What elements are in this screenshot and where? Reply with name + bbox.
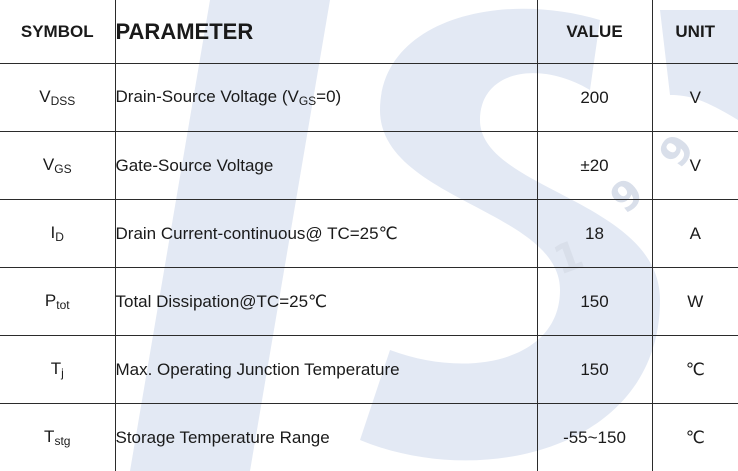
header-unit: UNIT <box>651 0 738 64</box>
symbol-cell: VGS <box>0 131 116 200</box>
symbol-base: V <box>39 87 51 106</box>
header-value: VALUE <box>536 0 653 64</box>
table-row: VDSS Drain-Source Voltage (VGS=0) 200 V <box>0 63 738 132</box>
symbol-base: V <box>42 155 55 174</box>
parameter-cell: Storage Temperature Range <box>114 403 538 471</box>
symbol-cell: ID <box>0 199 116 268</box>
value-cell: 150 <box>536 267 653 336</box>
parameter-cell: Drain Current-continuous@ TC=25℃ <box>114 199 538 268</box>
value-cell: 200 <box>536 63 653 132</box>
symbol-subscript: tot <box>56 298 70 312</box>
symbol-base: P <box>44 291 57 310</box>
symbol-base: T <box>44 427 55 446</box>
table-header-row: SYMBOL PARAMETER VALUE UNIT <box>0 0 738 64</box>
parameter-text: Drain-Source Voltage (V <box>115 87 299 106</box>
header-parameter: PARAMETER <box>114 0 538 64</box>
symbol-cell: Tstg <box>0 403 116 471</box>
unit-cell: ℃ <box>651 403 738 471</box>
symbol-subscript: DSS <box>50 94 76 108</box>
table-row: Ptot Total Dissipation@TC=25℃ 150 W <box>0 267 738 336</box>
unit-cell: V <box>651 131 738 200</box>
table-row: Tstg Storage Temperature Range -55~150 ℃ <box>0 403 738 471</box>
parameter-cell: Max. Operating Junction Temperature <box>114 335 538 404</box>
parameter-text-suffix: =0) <box>316 87 342 106</box>
symbol-subscript: stg <box>54 434 71 448</box>
parameter-cell: Drain-Source Voltage (VGS=0) <box>114 63 538 132</box>
unit-cell: W <box>651 267 738 336</box>
value-cell: -55~150 <box>536 403 653 471</box>
value-cell: 150 <box>536 335 653 404</box>
symbol-cell: VDSS <box>0 63 116 132</box>
parameter-cell: Total Dissipation@TC=25℃ <box>114 267 538 336</box>
parameter-subscript: GS <box>298 94 317 108</box>
symbol-base: T <box>50 359 62 378</box>
table-row: Tj Max. Operating Junction Temperature 1… <box>0 335 738 404</box>
unit-cell: V <box>651 63 738 132</box>
table-row: VGS Gate-Source Voltage ±20 V <box>0 131 738 200</box>
parameter-cell: Gate-Source Voltage <box>114 131 538 200</box>
unit-cell: ℃ <box>651 335 738 404</box>
header-symbol: SYMBOL <box>0 0 116 64</box>
value-cell: ±20 <box>536 131 653 200</box>
symbol-subscript: GS <box>54 162 72 176</box>
unit-cell: A <box>651 199 738 268</box>
symbol-base: I <box>50 223 56 242</box>
table-row: ID Drain Current-continuous@ TC=25℃ 18 A <box>0 199 738 268</box>
symbol-subscript: j <box>61 366 64 380</box>
symbol-cell: Ptot <box>0 267 116 336</box>
symbol-cell: Tj <box>0 335 116 404</box>
symbol-subscript: D <box>55 230 64 244</box>
value-cell: 18 <box>536 199 653 268</box>
